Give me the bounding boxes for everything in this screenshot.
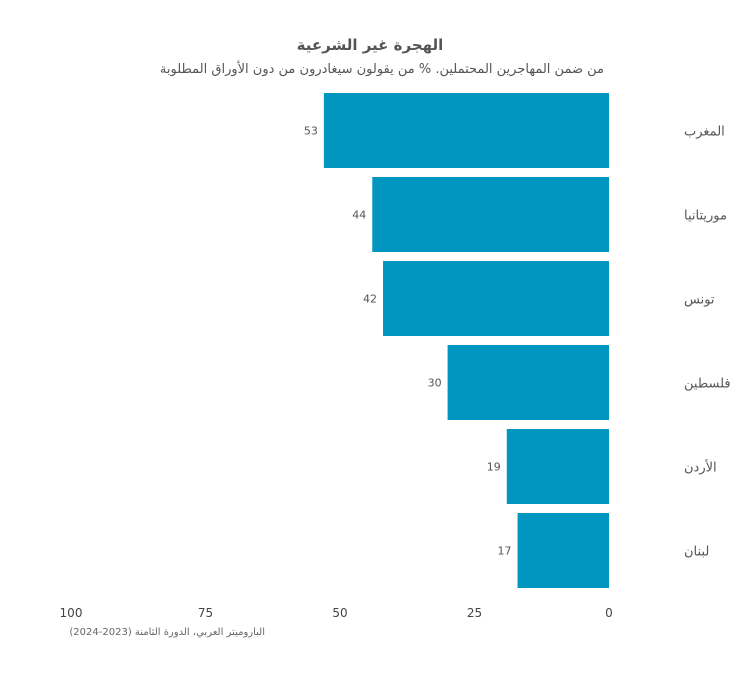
chart-source: الباروميتر العربي، الدورة الثامنة (2023-… [69, 627, 265, 638]
bar-value-label: 19 [487, 461, 501, 474]
bar [447, 345, 609, 420]
bar [323, 93, 609, 168]
category-label: الأردن [684, 459, 717, 476]
x-tick-label: 100 [60, 606, 83, 620]
x-tick-label: 25 [467, 606, 482, 620]
bar-value-label: 30 [428, 377, 442, 390]
bar-value-label: 42 [363, 293, 377, 306]
bar-value-label: 44 [352, 209, 366, 222]
bar [372, 177, 609, 252]
category-label: تونس [684, 293, 715, 308]
chart-subtitle: من ضمن المهاجرين المحتملين. % من يقولون … [159, 62, 604, 77]
bar-value-label: 17 [498, 545, 512, 558]
bar [517, 513, 609, 588]
category-label: فلسطين [684, 377, 731, 392]
x-tick-label: 0 [605, 606, 613, 620]
bar-value-label: 53 [304, 125, 318, 138]
bar [506, 429, 609, 504]
category-label: موريتانيا [684, 209, 727, 224]
category-label: لبنان [684, 545, 709, 560]
x-tick-label: 75 [198, 606, 213, 620]
x-tick-label: 50 [332, 606, 347, 620]
chart-title: الهجرة غير الشرعية [296, 36, 444, 54]
category-label: المغرب [684, 125, 725, 140]
bar [383, 261, 609, 336]
